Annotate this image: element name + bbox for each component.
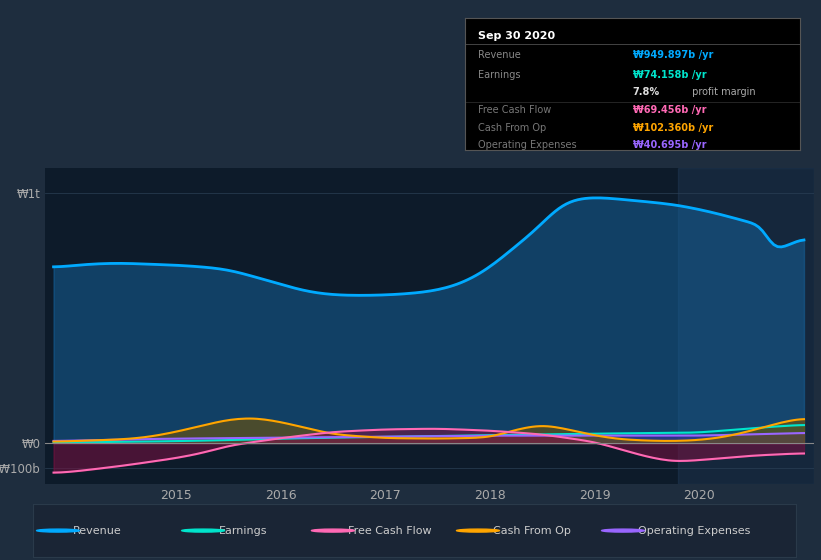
Text: Revenue: Revenue bbox=[73, 526, 122, 535]
Text: Revenue: Revenue bbox=[479, 50, 521, 60]
Text: ₩69.456b /yr: ₩69.456b /yr bbox=[632, 105, 706, 115]
Text: Earnings: Earnings bbox=[479, 70, 521, 80]
Text: Free Cash Flow: Free Cash Flow bbox=[479, 105, 552, 115]
Text: Cash From Op: Cash From Op bbox=[479, 123, 547, 133]
Text: ₩949.897b /yr: ₩949.897b /yr bbox=[632, 50, 713, 60]
Text: Earnings: Earnings bbox=[218, 526, 267, 535]
Circle shape bbox=[181, 529, 224, 532]
Circle shape bbox=[311, 529, 355, 532]
Circle shape bbox=[37, 529, 80, 532]
Text: Operating Expenses: Operating Expenses bbox=[638, 526, 750, 535]
Text: Free Cash Flow: Free Cash Flow bbox=[348, 526, 432, 535]
Text: Cash From Op: Cash From Op bbox=[493, 526, 571, 535]
Text: ₩74.158b /yr: ₩74.158b /yr bbox=[632, 70, 706, 80]
Text: profit margin: profit margin bbox=[690, 87, 756, 97]
Circle shape bbox=[602, 529, 644, 532]
Circle shape bbox=[456, 529, 499, 532]
Text: ₩102.360b /yr: ₩102.360b /yr bbox=[632, 123, 713, 133]
Text: ₩40.695b /yr: ₩40.695b /yr bbox=[632, 140, 706, 150]
Text: 7.8%: 7.8% bbox=[632, 87, 659, 97]
Text: Operating Expenses: Operating Expenses bbox=[479, 140, 577, 150]
Text: Sep 30 2020: Sep 30 2020 bbox=[479, 31, 556, 41]
Bar bbox=[678, 168, 814, 484]
